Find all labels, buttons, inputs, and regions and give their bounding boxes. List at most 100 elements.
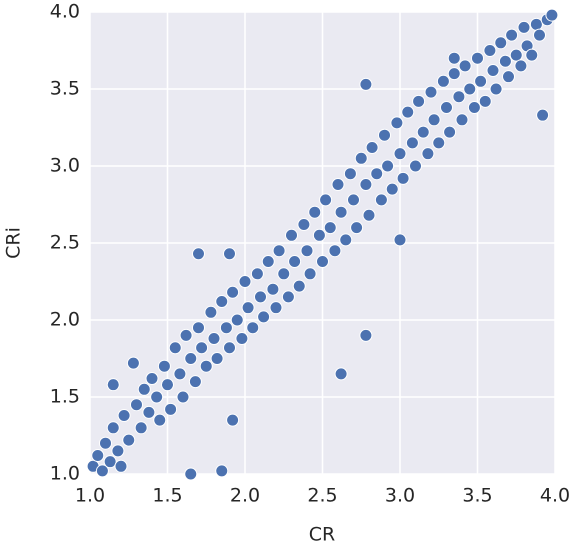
point xyxy=(359,177,373,191)
point xyxy=(226,285,240,299)
point xyxy=(150,390,164,404)
point xyxy=(215,295,229,309)
point xyxy=(103,455,117,469)
point xyxy=(204,305,218,319)
point xyxy=(421,147,435,161)
point xyxy=(288,254,302,268)
point xyxy=(412,94,426,108)
point xyxy=(498,54,512,68)
point xyxy=(334,367,348,381)
point xyxy=(474,74,488,88)
point xyxy=(319,193,333,207)
y-tick-label: 1.0 xyxy=(50,463,80,485)
point xyxy=(447,67,461,81)
point xyxy=(409,159,422,173)
y-tick-label: 2.5 xyxy=(50,232,80,254)
point xyxy=(447,51,461,65)
x-tick-label: 4.0 xyxy=(540,485,570,507)
point xyxy=(463,82,477,96)
point xyxy=(545,8,559,22)
point xyxy=(536,108,550,122)
point xyxy=(272,244,286,258)
point xyxy=(334,205,348,219)
point xyxy=(292,279,306,293)
point xyxy=(350,221,364,235)
point xyxy=(436,74,450,88)
point xyxy=(117,408,131,422)
point xyxy=(359,328,373,342)
x-tick-label: 1.0 xyxy=(75,485,105,507)
point xyxy=(378,128,391,142)
point xyxy=(106,421,120,435)
point xyxy=(99,436,112,450)
point xyxy=(164,402,178,416)
point xyxy=(235,331,249,345)
point xyxy=(157,359,171,373)
point xyxy=(130,398,143,412)
point xyxy=(257,310,271,324)
x-tick-label: 2.5 xyxy=(307,485,337,507)
point xyxy=(277,267,291,281)
x-tick-label: 1.5 xyxy=(152,485,182,507)
y-tick-label: 3.0 xyxy=(50,155,80,177)
point xyxy=(455,113,469,127)
point xyxy=(281,290,295,304)
y-axis-label: CRi xyxy=(3,227,25,259)
point xyxy=(241,301,255,315)
point xyxy=(199,359,213,373)
point xyxy=(122,433,136,447)
point xyxy=(486,64,500,78)
point xyxy=(452,90,466,104)
point xyxy=(300,244,314,258)
point xyxy=(223,341,236,355)
point xyxy=(215,464,229,478)
point xyxy=(269,301,283,315)
point xyxy=(509,48,523,62)
point xyxy=(393,233,407,247)
point xyxy=(443,125,457,139)
point xyxy=(393,147,407,161)
point xyxy=(134,421,148,435)
point xyxy=(343,167,357,181)
point xyxy=(207,331,221,345)
point xyxy=(126,356,140,370)
point xyxy=(396,171,410,185)
point xyxy=(328,244,342,258)
point xyxy=(246,321,260,335)
point xyxy=(370,167,384,181)
point xyxy=(297,218,311,232)
point xyxy=(266,282,280,296)
x-tick-label: 3.5 xyxy=(462,485,492,507)
point xyxy=(405,136,419,150)
point xyxy=(502,70,515,84)
y-tick-label: 1.5 xyxy=(50,386,80,408)
point xyxy=(312,228,326,242)
point xyxy=(505,28,519,42)
point xyxy=(471,51,484,65)
point xyxy=(440,100,453,114)
point xyxy=(483,44,497,57)
point xyxy=(347,193,360,207)
point xyxy=(142,405,156,419)
point xyxy=(230,313,244,327)
point xyxy=(316,254,329,268)
point xyxy=(106,378,120,392)
point xyxy=(489,82,503,96)
x-axis-label: CR xyxy=(309,524,335,546)
point xyxy=(533,28,546,42)
point xyxy=(517,20,531,34)
point xyxy=(179,328,193,342)
point xyxy=(362,208,376,222)
point xyxy=(223,247,236,261)
point xyxy=(323,221,337,235)
point xyxy=(254,290,267,304)
point xyxy=(467,100,481,114)
x-tick-label: 3.0 xyxy=(385,485,415,507)
point xyxy=(137,382,151,396)
point xyxy=(494,36,508,50)
point xyxy=(195,341,209,355)
point xyxy=(308,205,322,219)
point xyxy=(161,378,174,392)
point xyxy=(250,267,264,281)
